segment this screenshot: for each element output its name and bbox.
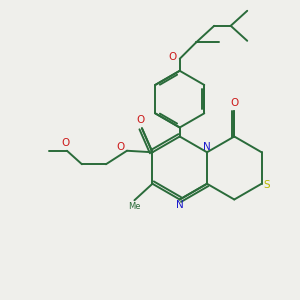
Text: O: O [116, 142, 124, 152]
Text: Me: Me [128, 202, 141, 211]
Text: O: O [136, 115, 145, 125]
Text: O: O [230, 98, 238, 109]
Text: O: O [61, 138, 70, 148]
Text: O: O [168, 52, 176, 62]
Text: N: N [203, 142, 211, 152]
Text: N: N [176, 200, 184, 210]
Text: S: S [264, 180, 270, 190]
